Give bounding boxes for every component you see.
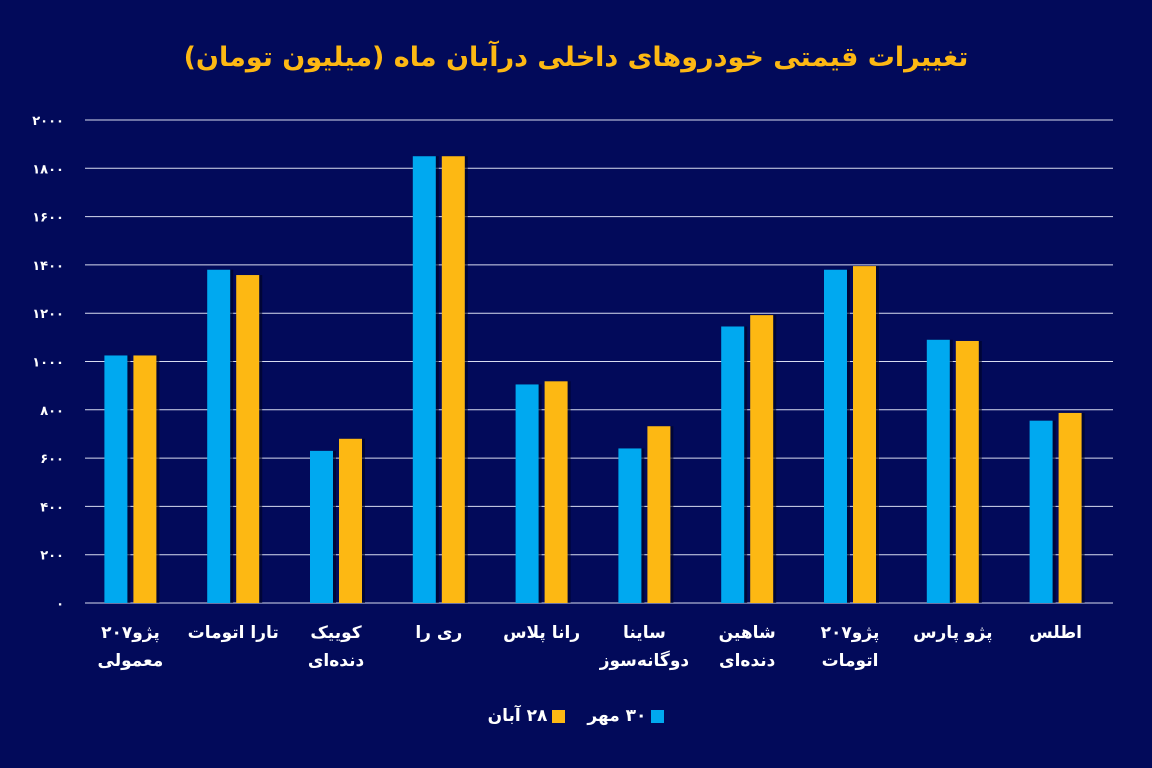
legend-item-series-0: ۳۰ مهر <box>587 706 665 726</box>
bar-aban28 <box>1058 412 1082 603</box>
bar-aban28 <box>339 438 362 603</box>
legend-label: ۳۰ مهر <box>587 706 647 726</box>
y-tick-label: ۴۰۰ <box>40 500 64 515</box>
x-tick-label: شاهین <box>719 623 776 643</box>
legend-swatch <box>552 709 566 723</box>
bar-aban28 <box>133 355 157 603</box>
bar-chart: ۰ ۲۰۰ ۴۰۰ ۶۰۰ ۸۰۰ ۱۰۰۰ ۱۲۰۰ ۱۴۰۰ ۱۶۰۰ ۱۸۰۰ ۲۰۰۰ پژو… <box>32 114 1113 671</box>
bar-mehr30 <box>310 450 333 603</box>
x-tick-label: معمولی <box>98 651 164 671</box>
bar-aban28 <box>853 266 876 603</box>
x-tick-label: کوییک <box>310 623 361 643</box>
y-tick-label: ۲۰۰۰ <box>32 114 64 129</box>
bar-mehr30 <box>1029 420 1053 603</box>
x-tick-label: پژو۲۰۷ <box>101 623 160 643</box>
y-tick-label: ۱۰۰۰ <box>32 356 64 371</box>
bar-mehr30 <box>824 269 847 603</box>
legend-item-series-1: ۲۸ آبان <box>488 706 566 726</box>
y-tick-label: ۰ <box>56 597 64 612</box>
x-tick-label: دوگانه‌سوز <box>599 650 690 671</box>
bar-aban28 <box>441 156 465 603</box>
y-tick-label: ۸۰۰ <box>40 404 64 419</box>
bar-mehr30 <box>412 156 436 603</box>
bar-mehr30 <box>618 448 642 603</box>
bar-mehr30 <box>926 339 950 603</box>
bar-mehr30 <box>207 269 231 603</box>
x-tick-label: رانا پلاس <box>503 623 580 643</box>
bar-aban28 <box>236 275 260 603</box>
x-tick-label: دنده‌ای <box>719 651 776 671</box>
bar-aban28 <box>955 340 979 603</box>
y-tick-label: ۲۰۰ <box>40 549 64 564</box>
x-tick-label: اطلس <box>1029 623 1082 643</box>
y-tick-label: ۶۰۰ <box>40 452 64 467</box>
legend-swatch <box>651 709 665 723</box>
x-tick-label: تارا اتومات <box>188 623 279 643</box>
bar-aban28 <box>647 426 671 603</box>
bar-mehr30 <box>515 384 539 603</box>
bar-mehr30 <box>104 355 128 603</box>
y-tick-label: ۱۲۰۰ <box>32 307 64 322</box>
x-tick-label: دنده‌ای <box>308 651 365 671</box>
x-tick-label: پژو پارس <box>913 623 992 643</box>
y-tick-label: ۱۶۰۰ <box>32 211 64 226</box>
legend-label: ۲۸ آبان <box>487 706 548 726</box>
bar-aban28 <box>750 315 774 603</box>
x-tick-label: اتومات <box>822 651 879 671</box>
bar-aban28 <box>544 381 568 603</box>
x-tick-label: ساینا <box>623 623 666 643</box>
legend: ۳۰ مهر ۲۸ آبان <box>0 706 1152 726</box>
bar-mehr30 <box>721 326 745 603</box>
y-tick-label: ۱۴۰۰ <box>32 259 64 274</box>
chart-title: تغییرات قیمتی خودروهای داخلی درآبان ماه … <box>183 42 969 73</box>
x-tick-label: ری را <box>415 623 462 643</box>
y-tick-label: ۱۸۰۰ <box>32 162 64 177</box>
x-tick-label: پژو۲۰۷ <box>821 623 880 643</box>
